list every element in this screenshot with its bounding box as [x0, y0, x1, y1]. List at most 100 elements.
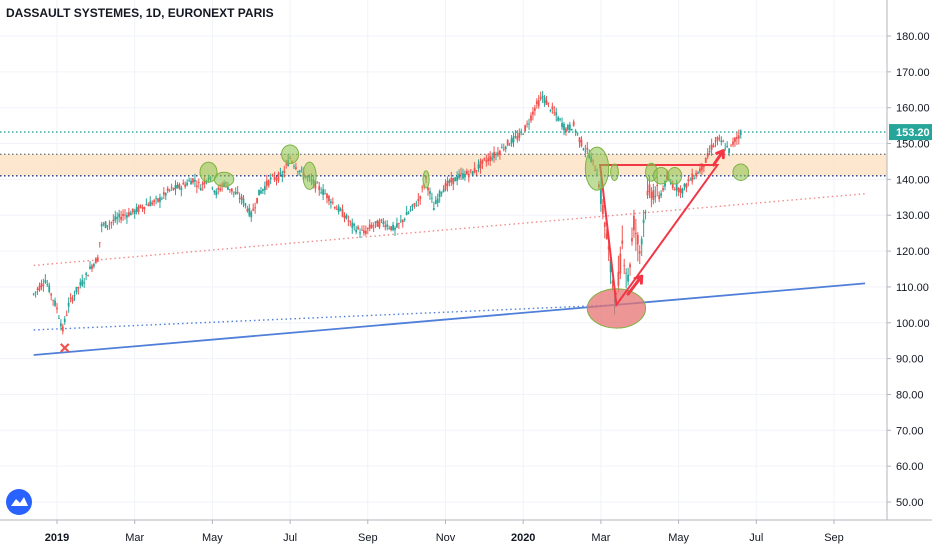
x-marker-icon — [59, 343, 70, 353]
candle-body — [551, 106, 554, 110]
candle-body — [176, 184, 179, 189]
x-tick-label: Mar — [125, 532, 144, 544]
candle-body — [112, 219, 115, 222]
candle-body — [279, 172, 282, 174]
x-tick-label: Sep — [824, 532, 844, 544]
candle-body — [685, 183, 688, 188]
candle-body — [366, 227, 369, 230]
candle-body — [429, 191, 431, 194]
tradingview-logo-icon[interactable] — [6, 489, 32, 515]
candle-body — [646, 190, 649, 196]
candle-body — [186, 182, 189, 185]
candle-body — [42, 284, 45, 286]
x-tick-label: 2019 — [45, 532, 69, 544]
candle-body — [543, 97, 546, 103]
candle-body — [475, 170, 478, 172]
candle-body — [537, 100, 540, 107]
candle-body — [409, 209, 412, 211]
price-label-background — [889, 124, 932, 141]
candle-body — [250, 211, 253, 218]
candle-body — [349, 220, 352, 222]
candle-body — [662, 188, 664, 191]
price-axis[interactable]: 50.00 60.00 70.00 80.00 90.00 100.00 110.00 120… — [887, 31, 930, 509]
trendline — [33, 304, 617, 331]
candle-body — [524, 125, 527, 132]
candle-body — [421, 187, 424, 189]
candle-body — [94, 258, 97, 264]
x-tick-label: Nov — [436, 532, 456, 544]
green-highlight-ellipse — [610, 163, 619, 181]
y-tick-label: 60.00 — [896, 461, 924, 473]
candle-body — [215, 191, 218, 196]
candle-body — [714, 140, 717, 142]
candle-body — [627, 274, 629, 282]
candle-body — [671, 184, 674, 189]
candle-body — [335, 208, 338, 210]
candle-body — [603, 222, 606, 227]
candle-body — [642, 219, 645, 224]
candle-body — [631, 238, 633, 242]
annotations — [59, 144, 750, 353]
time-axis[interactable]: 2019 Mar May Jul Sep Nov 2020 Mar May Jul Sep — [45, 520, 844, 544]
green-highlight-ellipse — [281, 144, 300, 165]
candle-body — [386, 224, 389, 227]
candle-body — [518, 132, 521, 138]
candle-body — [629, 264, 631, 268]
candle-body — [238, 198, 241, 200]
candle-body — [217, 187, 220, 190]
candle-body — [737, 135, 740, 139]
candle-body — [481, 159, 484, 164]
candle-body — [219, 188, 222, 191]
candle-body — [81, 280, 84, 286]
candle-body — [345, 214, 348, 219]
candle-body — [73, 294, 76, 297]
candle-body — [329, 201, 332, 203]
candle-body — [281, 174, 284, 178]
candle-body — [174, 185, 177, 190]
candle-body — [100, 224, 103, 227]
candle-body — [401, 219, 404, 223]
candle-body — [277, 173, 280, 181]
candle-body — [293, 165, 295, 167]
y-tick-label: 80.00 — [896, 389, 924, 401]
candle-body — [153, 200, 156, 203]
candle-body — [32, 293, 35, 295]
candle-body — [530, 115, 532, 121]
candle-body — [269, 177, 272, 180]
red-highlight-ellipse — [586, 288, 647, 329]
candle-body — [283, 170, 286, 173]
candle-body — [576, 133, 579, 135]
candle-body — [145, 204, 148, 205]
y-tick-label: 120.00 — [896, 246, 930, 258]
candle-body — [382, 221, 385, 225]
candle-body — [732, 141, 734, 145]
candle-body — [535, 101, 538, 105]
candle-body — [547, 102, 550, 104]
candle-body — [38, 285, 41, 291]
candle-body — [157, 198, 159, 202]
candle-body — [467, 174, 470, 178]
candle-body — [124, 214, 126, 216]
candle-body — [500, 147, 503, 149]
candle-body — [378, 221, 381, 228]
candle-body — [502, 148, 505, 150]
candle-body — [114, 216, 117, 221]
candle-body — [679, 188, 682, 193]
candle-body — [263, 186, 266, 191]
candle-body — [427, 187, 429, 191]
candle-body — [359, 232, 361, 234]
candle-body — [563, 123, 565, 131]
candle-body — [65, 315, 68, 316]
candle-body — [155, 197, 157, 199]
candle-body — [355, 229, 358, 233]
candle-body — [61, 326, 64, 332]
candle-body — [638, 251, 641, 254]
candle-body — [650, 191, 653, 199]
candle-body — [633, 215, 635, 231]
candle-body — [504, 146, 507, 150]
candle-body — [194, 179, 196, 182]
x-tick-label: Mar — [591, 532, 610, 544]
candle-body — [236, 191, 239, 194]
